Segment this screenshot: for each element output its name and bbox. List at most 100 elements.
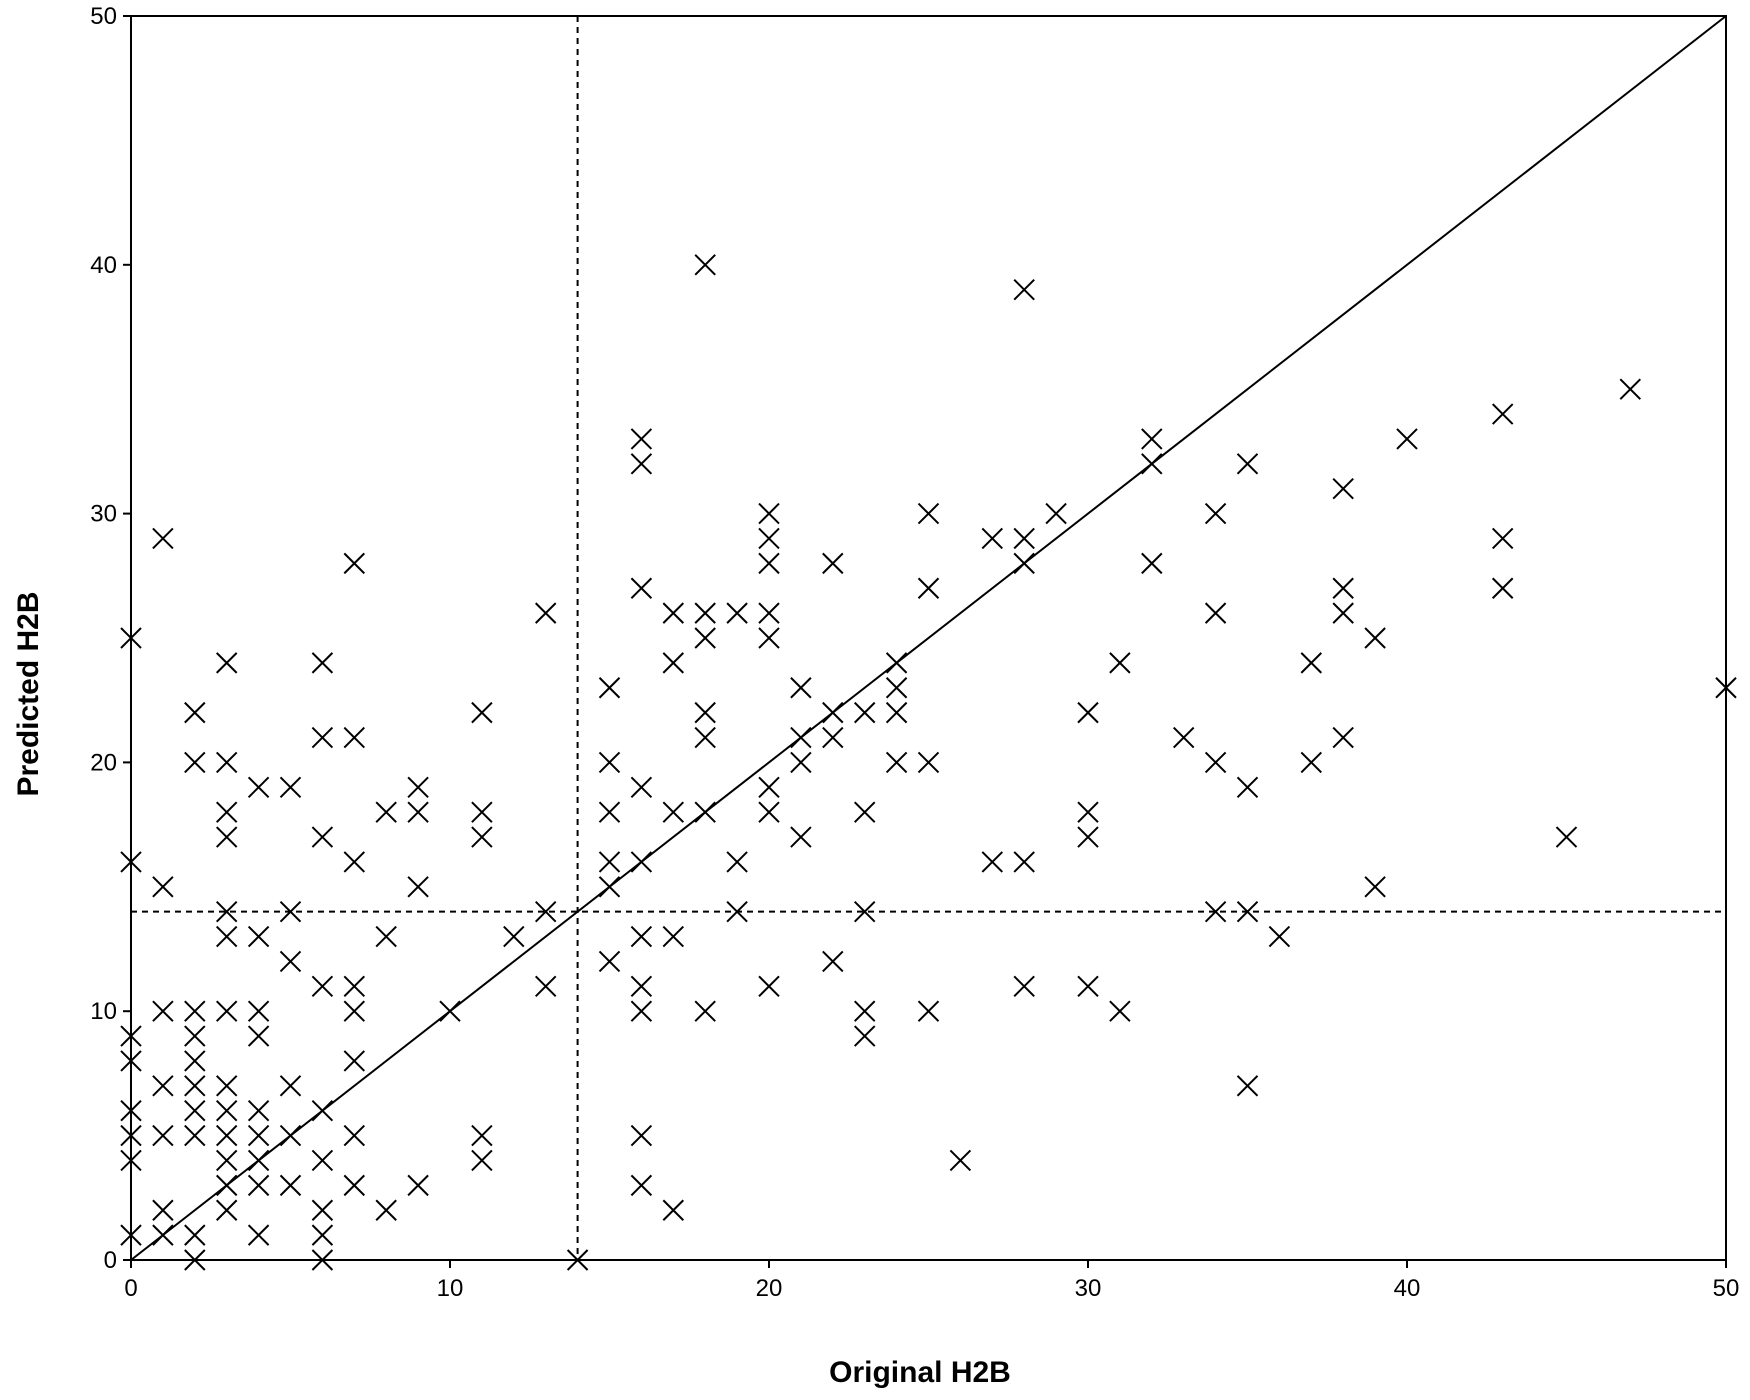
data-point bbox=[215, 751, 238, 774]
data-point bbox=[1491, 403, 1514, 425]
data-point bbox=[1013, 975, 1035, 998]
identity-line bbox=[130, 15, 1727, 1261]
data-point bbox=[343, 1174, 366, 1197]
data-point bbox=[152, 1224, 174, 1246]
data-point bbox=[215, 1124, 238, 1147]
data-point bbox=[790, 726, 812, 749]
data-point bbox=[247, 1000, 270, 1022]
data-point bbox=[184, 1249, 206, 1271]
data-point bbox=[184, 1224, 206, 1246]
data-point bbox=[152, 527, 174, 550]
data-point bbox=[566, 1249, 589, 1271]
data-point bbox=[630, 1174, 653, 1197]
data-point bbox=[981, 527, 1004, 550]
data-point bbox=[279, 1174, 302, 1197]
data-point bbox=[885, 677, 908, 699]
data-point bbox=[1077, 801, 1099, 823]
y-tick-label: 0 bbox=[104, 1247, 117, 1274]
data-point bbox=[152, 876, 174, 898]
data-point bbox=[311, 826, 334, 848]
data-point bbox=[184, 1124, 206, 1147]
data-points bbox=[120, 254, 1737, 1271]
y-tick-label: 50 bbox=[90, 3, 117, 30]
data-point bbox=[1300, 652, 1323, 674]
data-point bbox=[822, 726, 844, 749]
data-point bbox=[630, 453, 653, 475]
data-point bbox=[215, 1199, 238, 1221]
x-axis-title: Original H2B bbox=[829, 1356, 1011, 1389]
data-point bbox=[1013, 552, 1035, 575]
data-point bbox=[694, 254, 716, 276]
x-tick-label: 0 bbox=[124, 1275, 137, 1302]
data-point bbox=[885, 652, 908, 674]
y-tick-label: 40 bbox=[90, 252, 117, 279]
data-point bbox=[598, 677, 621, 699]
data-point bbox=[215, 1100, 238, 1122]
data-point bbox=[1236, 776, 1259, 798]
data-point bbox=[598, 950, 621, 973]
y-axis-ticks: 0 10 20 30 40 50 bbox=[90, 3, 131, 1274]
data-point bbox=[1396, 428, 1418, 450]
data-point bbox=[184, 1025, 206, 1047]
data-point bbox=[247, 1149, 270, 1172]
data-point bbox=[343, 552, 366, 575]
data-point bbox=[120, 1124, 142, 1147]
data-point bbox=[375, 1199, 397, 1221]
data-point bbox=[981, 851, 1004, 873]
data-point bbox=[279, 1075, 302, 1097]
data-point bbox=[534, 975, 557, 998]
data-point bbox=[152, 1199, 174, 1221]
data-point bbox=[471, 701, 493, 724]
data-point bbox=[758, 776, 780, 798]
data-point bbox=[343, 1124, 366, 1147]
data-point bbox=[1236, 1075, 1259, 1097]
data-point bbox=[311, 1100, 334, 1122]
data-point bbox=[375, 925, 397, 948]
data-point bbox=[662, 1199, 685, 1221]
data-point bbox=[949, 1149, 972, 1172]
data-point bbox=[630, 1000, 653, 1022]
data-point bbox=[885, 751, 908, 774]
data-point bbox=[1332, 577, 1354, 599]
data-point bbox=[1045, 502, 1067, 525]
data-point bbox=[822, 701, 844, 724]
data-point bbox=[311, 1199, 334, 1221]
y-tick-label: 20 bbox=[90, 749, 117, 776]
data-point bbox=[1204, 751, 1227, 774]
data-point bbox=[1109, 652, 1131, 674]
data-point bbox=[120, 1224, 142, 1246]
data-point bbox=[184, 751, 206, 774]
data-point bbox=[758, 602, 780, 624]
data-point bbox=[694, 627, 716, 649]
y-tick-label: 10 bbox=[90, 998, 117, 1025]
data-point bbox=[247, 1124, 270, 1147]
data-point bbox=[1619, 378, 1642, 400]
data-point bbox=[758, 975, 780, 998]
data-point bbox=[1236, 453, 1259, 475]
data-point bbox=[598, 876, 621, 898]
data-point bbox=[630, 428, 653, 450]
data-point bbox=[120, 1025, 142, 1047]
data-point bbox=[917, 751, 940, 774]
data-point bbox=[1491, 577, 1514, 599]
data-point bbox=[184, 701, 206, 724]
data-point bbox=[279, 900, 302, 923]
data-point bbox=[1364, 876, 1386, 898]
data-point bbox=[247, 1224, 270, 1246]
data-point bbox=[885, 701, 908, 724]
data-point bbox=[152, 1075, 174, 1097]
data-point bbox=[375, 801, 397, 823]
data-point bbox=[279, 1124, 302, 1147]
data-point bbox=[311, 726, 334, 749]
data-point bbox=[1172, 726, 1195, 749]
data-point bbox=[215, 900, 238, 923]
data-point bbox=[758, 627, 780, 649]
data-point bbox=[1332, 726, 1354, 749]
data-point bbox=[343, 726, 366, 749]
data-point bbox=[662, 652, 685, 674]
data-point bbox=[343, 1000, 366, 1022]
data-point bbox=[694, 701, 716, 724]
data-point bbox=[694, 801, 716, 823]
reference-lines bbox=[130, 15, 1727, 1261]
